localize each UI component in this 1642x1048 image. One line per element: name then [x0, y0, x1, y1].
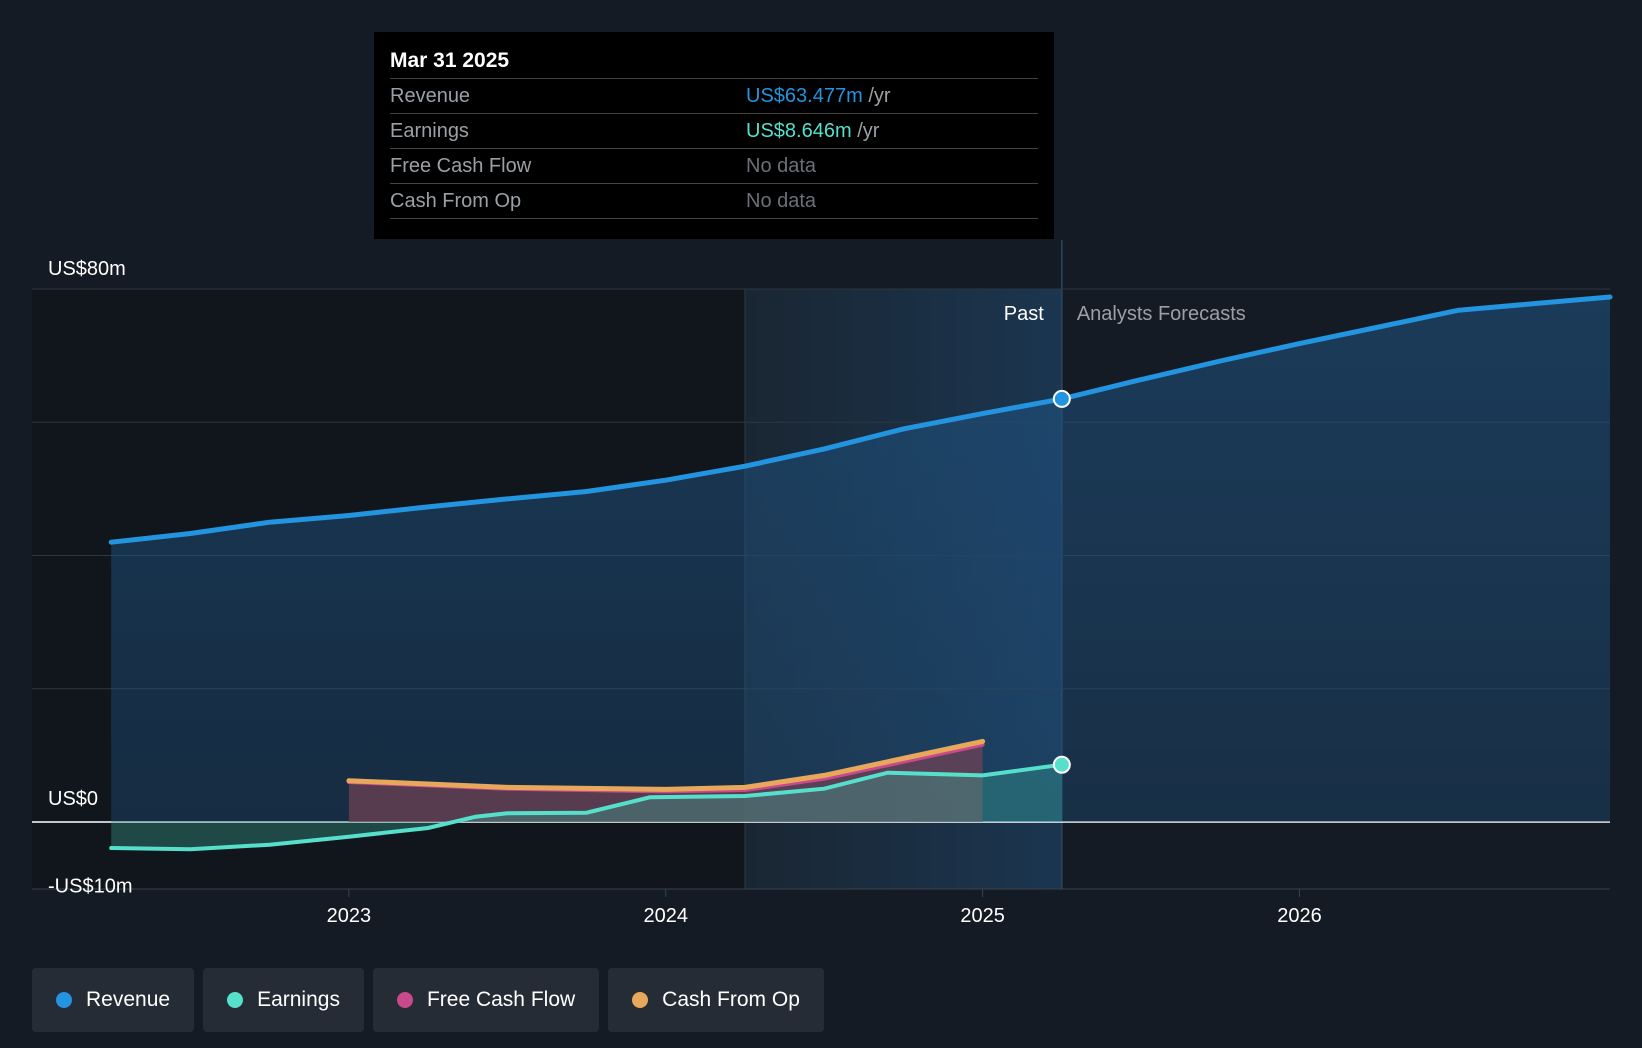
- revenue-point: [1052, 389, 1071, 408]
- tooltip-row-earnings: Earnings US$8.646m /yr: [390, 114, 1038, 149]
- x-tick-label: 2023: [327, 905, 372, 927]
- revenue-area: [111, 297, 1611, 822]
- data-tooltip: Mar 31 2025 Revenue US$63.477m /yr Earni…: [374, 32, 1054, 239]
- tooltip-label: Free Cash Flow: [390, 155, 532, 177]
- highlight-points: [1052, 389, 1071, 774]
- earnings-value: US$8.646m: [746, 120, 852, 142]
- revenue-value: US$63.477m: [746, 85, 863, 107]
- tooltip-label: Revenue: [390, 85, 471, 107]
- legend-dot-free-cash-flow: [396, 992, 413, 1008]
- revenue-line: [108, 294, 1613, 545]
- legend-label: Cash From Op: [662, 988, 800, 1011]
- cash-from-op-line: [346, 738, 986, 792]
- axis-labels: US$80m US$0 -US$10m 2023 2024 2025 2026 Past Ana…: [48, 258, 1322, 927]
- tooltip-value: No data: [746, 149, 816, 183]
- legend-label: Earnings: [257, 988, 340, 1011]
- tooltip-value: US$8.646m /yr: [746, 114, 879, 148]
- legend-item-cash-from-op[interactable]: Cash From Op: [608, 968, 824, 1032]
- series-areas: [111, 297, 1611, 850]
- earnings-point: [1052, 755, 1071, 774]
- legend-item-free-cash-flow[interactable]: Free Cash Flow: [372, 968, 600, 1032]
- tooltip-row-revenue: Revenue US$63.477m /yr: [390, 79, 1038, 114]
- tooltip-value: No data: [746, 184, 816, 218]
- tooltip-date: Mar 31 2025: [390, 46, 1038, 79]
- x-tick-label: 2025: [960, 905, 1005, 927]
- cash-from-op-area: [348, 741, 983, 822]
- past-label: Past: [1004, 303, 1044, 325]
- earnings-line: [109, 762, 1064, 852]
- y-label-zero: US$0: [48, 788, 98, 810]
- free-cash-flow-area: [348, 744, 983, 822]
- legend-item-revenue[interactable]: Revenue: [32, 968, 195, 1032]
- legend-dot-earnings: [227, 992, 244, 1008]
- legend: Revenue Earnings Free Cash Flow Cash Fro…: [32, 968, 824, 1032]
- legend-dot-revenue: [56, 992, 72, 1008]
- tooltip-value: US$63.477m /yr: [746, 79, 891, 113]
- y-label-bottom: -US$10m: [48, 876, 132, 898]
- cfo-value: No data: [746, 190, 817, 212]
- series-lines: [108, 294, 1613, 852]
- tooltip-label: Earnings: [390, 120, 469, 142]
- x-tick-label: 2026: [1277, 905, 1322, 927]
- x-tick-label: 2024: [643, 905, 688, 927]
- forecast-label: Analysts Forecasts: [1077, 303, 1246, 325]
- legend-label: Free Cash Flow: [426, 988, 576, 1011]
- tooltip-label: Cash From Op: [390, 190, 522, 212]
- legend-item-earnings[interactable]: Earnings: [203, 968, 364, 1032]
- earnings-area: [111, 764, 1062, 850]
- tooltip-row-fcf: Free Cash Flow No data: [390, 149, 1038, 184]
- earnings-unit: /yr: [857, 120, 880, 142]
- tooltip-row-cfo: Cash From Op No data: [390, 184, 1038, 219]
- legend-label: Revenue: [86, 988, 171, 1011]
- revenue-unit: /yr: [868, 85, 891, 107]
- y-label-top: US$80m: [48, 258, 126, 280]
- legend-dot-cash-from-op: [632, 992, 649, 1008]
- fcf-value: No data: [746, 155, 817, 177]
